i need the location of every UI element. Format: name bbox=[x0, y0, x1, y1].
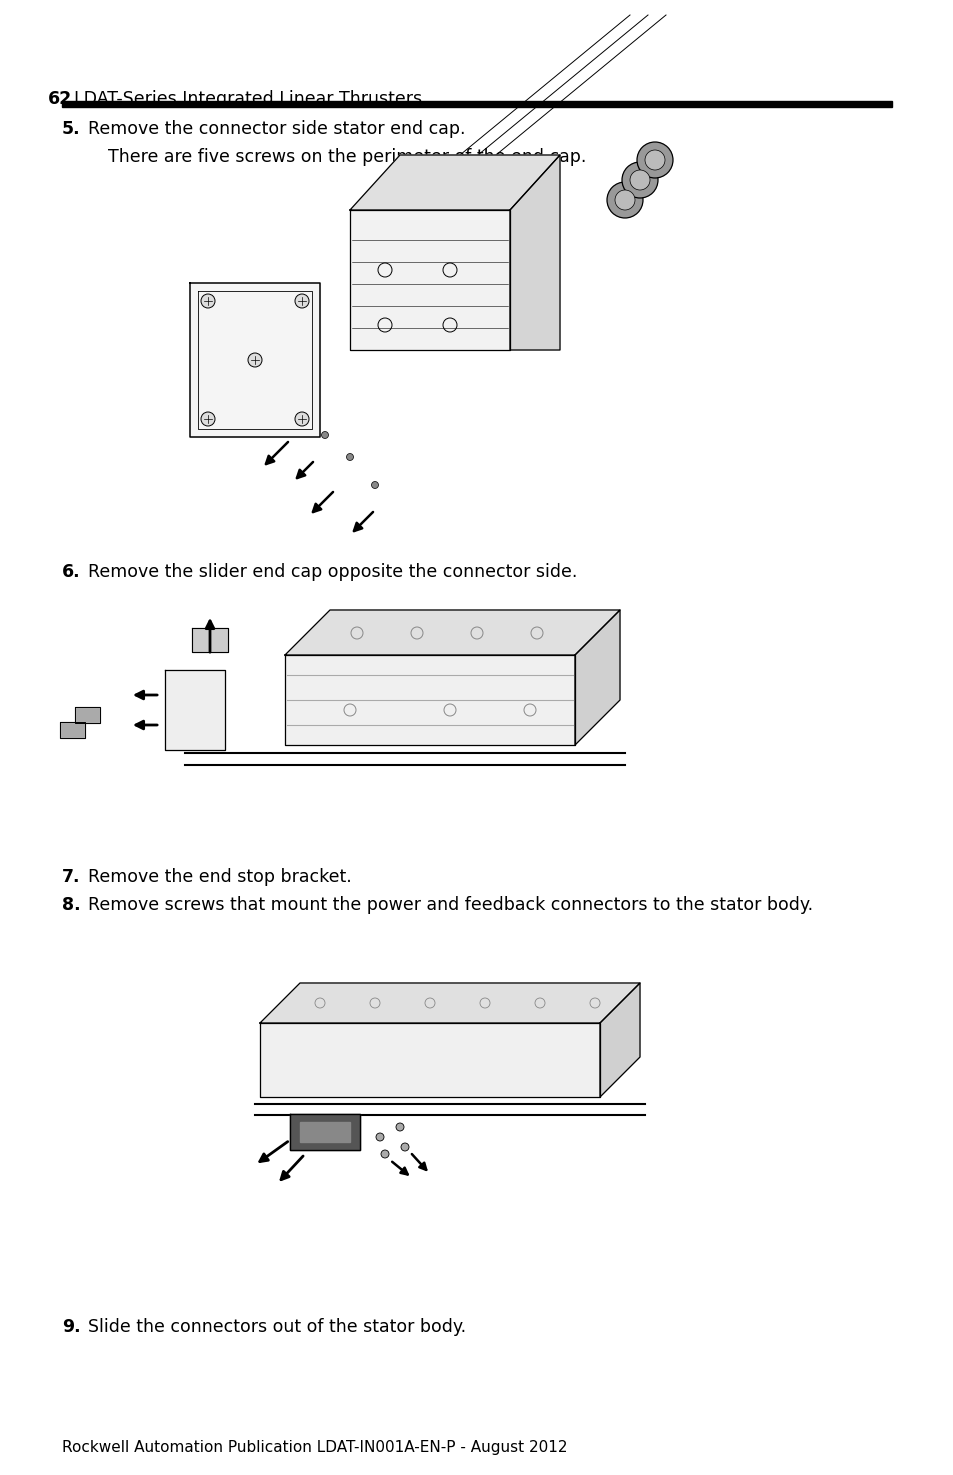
Circle shape bbox=[201, 294, 214, 308]
Circle shape bbox=[294, 412, 309, 426]
Circle shape bbox=[400, 1143, 409, 1150]
Circle shape bbox=[371, 481, 378, 488]
Text: 62: 62 bbox=[48, 90, 72, 108]
Text: Remove the end stop bracket.: Remove the end stop bracket. bbox=[88, 867, 352, 886]
Text: 5.: 5. bbox=[62, 119, 81, 139]
Polygon shape bbox=[285, 611, 619, 655]
Circle shape bbox=[346, 453, 354, 460]
Text: 7.: 7. bbox=[62, 867, 80, 886]
Polygon shape bbox=[165, 670, 225, 749]
Circle shape bbox=[321, 432, 328, 438]
Polygon shape bbox=[599, 982, 639, 1097]
Polygon shape bbox=[260, 1024, 599, 1097]
Text: 6.: 6. bbox=[62, 563, 81, 581]
Circle shape bbox=[615, 190, 635, 209]
Circle shape bbox=[637, 142, 672, 178]
Polygon shape bbox=[299, 1122, 350, 1142]
Circle shape bbox=[248, 353, 262, 367]
Circle shape bbox=[629, 170, 649, 190]
Circle shape bbox=[375, 1133, 384, 1142]
Polygon shape bbox=[350, 155, 559, 209]
Polygon shape bbox=[60, 721, 85, 738]
Polygon shape bbox=[510, 155, 559, 350]
Polygon shape bbox=[190, 283, 319, 437]
Circle shape bbox=[294, 294, 309, 308]
Circle shape bbox=[395, 1122, 403, 1131]
Polygon shape bbox=[260, 982, 639, 1024]
Text: There are five screws on the perimeter of the end cap.: There are five screws on the perimeter o… bbox=[108, 148, 586, 167]
Polygon shape bbox=[575, 611, 619, 745]
Text: 8.: 8. bbox=[62, 895, 81, 914]
Circle shape bbox=[201, 412, 214, 426]
Text: Slide the connectors out of the stator body.: Slide the connectors out of the stator b… bbox=[88, 1319, 466, 1336]
Polygon shape bbox=[192, 628, 228, 652]
Circle shape bbox=[606, 181, 642, 218]
Text: Remove screws that mount the power and feedback connectors to the stator body.: Remove screws that mount the power and f… bbox=[88, 895, 812, 914]
Text: Rockwell Automation Publication LDAT-IN001A-EN-P - August 2012: Rockwell Automation Publication LDAT-IN0… bbox=[62, 1440, 567, 1454]
Polygon shape bbox=[75, 707, 100, 723]
Bar bbox=[62, 100, 891, 108]
Polygon shape bbox=[350, 209, 510, 350]
Circle shape bbox=[621, 162, 658, 198]
Polygon shape bbox=[290, 1114, 359, 1150]
Text: LDAT-Series Integrated Linear Thrusters: LDAT-Series Integrated Linear Thrusters bbox=[74, 90, 421, 108]
Circle shape bbox=[380, 1150, 389, 1158]
Text: Remove the connector side stator end cap.: Remove the connector side stator end cap… bbox=[88, 119, 465, 139]
Text: Remove the slider end cap opposite the connector side.: Remove the slider end cap opposite the c… bbox=[88, 563, 577, 581]
Circle shape bbox=[644, 150, 664, 170]
Polygon shape bbox=[285, 655, 575, 745]
Text: 9.: 9. bbox=[62, 1319, 81, 1336]
